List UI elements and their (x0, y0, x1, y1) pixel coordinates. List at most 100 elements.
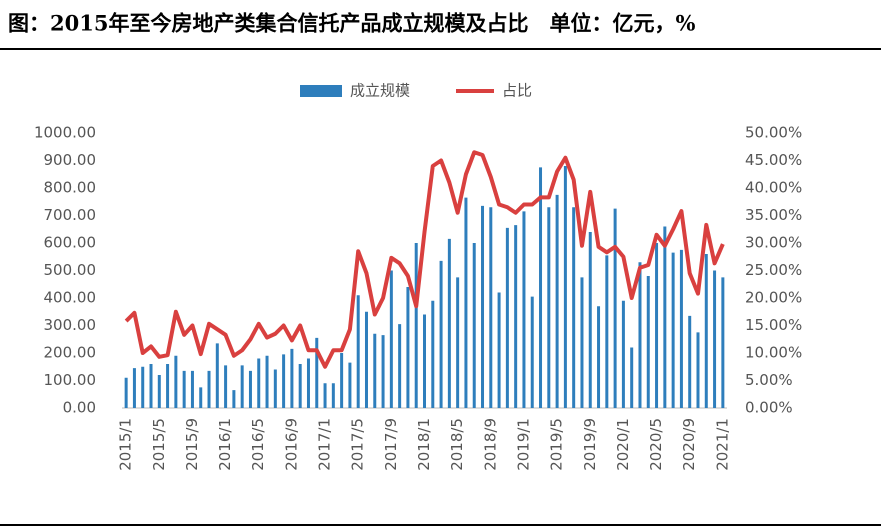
y2-tick-label: 40.00% (745, 179, 802, 197)
bar (481, 205, 485, 408)
y-tick-label: 900.00 (44, 151, 97, 169)
bar (547, 207, 551, 408)
bar (456, 277, 460, 408)
bar (141, 366, 145, 408)
bar (671, 252, 675, 408)
x-tick-label: 2018/5 (448, 418, 466, 471)
bar (663, 226, 667, 408)
x-tick-label: 2017/1 (316, 418, 334, 471)
bar (588, 232, 592, 408)
x-tick-label: 2017/5 (349, 418, 367, 471)
y2-tick-label: 45.00% (745, 151, 802, 169)
x-tick-label: 2020/9 (680, 418, 698, 471)
x-tick-label: 2015/5 (150, 418, 168, 471)
x-tick-label: 2019/9 (581, 418, 599, 471)
bar (522, 211, 526, 408)
bar (224, 365, 228, 408)
bar (174, 355, 178, 408)
bar (572, 207, 576, 408)
bar (315, 337, 319, 408)
bar (257, 358, 261, 408)
bar (124, 377, 128, 408)
bar (273, 369, 277, 408)
bar (472, 243, 476, 408)
bar (713, 270, 717, 408)
bar (157, 375, 161, 408)
legend-label: 占比 (502, 82, 532, 100)
bar (356, 295, 360, 408)
x-tick-label: 2016/9 (282, 418, 300, 471)
bar (149, 364, 153, 408)
y2-tick-label: 25.00% (745, 261, 802, 279)
x-tick-label: 2019/5 (548, 418, 566, 471)
bar (696, 332, 700, 408)
bar (563, 166, 567, 408)
bar (298, 364, 302, 408)
bar (348, 362, 352, 408)
bar (190, 370, 194, 408)
y-tick-label: 1000.00 (34, 124, 96, 142)
bar (240, 365, 244, 408)
chart-title: 图：2015年至今房地产类集合信托产品成立规模及占比 单位：亿元，% (8, 11, 695, 36)
bar (539, 167, 543, 408)
x-tick-label: 2019/1 (514, 418, 532, 471)
bar (605, 255, 609, 408)
y-tick-label: 400.00 (44, 289, 97, 307)
bar (232, 390, 236, 408)
bar (613, 208, 617, 408)
legend-swatch (300, 85, 342, 97)
bar (530, 296, 534, 408)
y-tick-label: 800.00 (44, 179, 97, 197)
bar (215, 343, 219, 408)
legend-label: 成立规模 (350, 82, 410, 100)
bar (688, 315, 692, 408)
bar (655, 243, 659, 408)
x-tick-label: 2017/9 (382, 418, 400, 471)
bar (132, 368, 136, 408)
y-tick-label: 200.00 (44, 344, 97, 362)
bar (447, 238, 451, 408)
x-tick-label: 2016/5 (249, 418, 267, 471)
bar (166, 364, 170, 408)
bar (398, 324, 402, 408)
bar (464, 197, 468, 408)
y2-tick-label: 35.00% (745, 206, 802, 224)
bar (364, 311, 368, 408)
y2-tick-label: 10.00% (745, 344, 802, 362)
bar (306, 358, 310, 408)
x-tick-label: 2016/1 (216, 418, 234, 471)
x-tick-label: 2018/1 (415, 418, 433, 471)
bar (679, 249, 683, 408)
bar (555, 194, 559, 408)
bar (323, 383, 327, 408)
line (124, 150, 725, 369)
bar (439, 260, 443, 408)
bar (331, 383, 335, 408)
x-tick-label: 2015/9 (183, 418, 201, 471)
bar (630, 347, 634, 408)
y2-tick-label: 20.00% (745, 289, 802, 307)
y2-tick-label: 30.00% (745, 234, 802, 252)
y-tick-label: 0.00 (63, 399, 96, 417)
bar (621, 300, 625, 408)
bar (340, 353, 344, 408)
bar (514, 225, 518, 408)
bar (265, 355, 269, 408)
y2-tick-label: 5.00% (745, 371, 793, 389)
bar (497, 292, 501, 408)
y-tick-label: 500.00 (44, 261, 97, 279)
bar (414, 243, 418, 408)
x-tick-label: 2020/5 (647, 418, 665, 471)
bar (381, 335, 385, 408)
bar (580, 277, 584, 408)
y-tick-label: 600.00 (44, 234, 97, 252)
bar (248, 370, 252, 408)
x-tick-label: 2018/9 (481, 418, 499, 471)
y-tick-label: 300.00 (44, 316, 97, 334)
bar (721, 277, 725, 408)
bar (207, 370, 211, 408)
bar (290, 348, 294, 408)
bar (373, 333, 377, 408)
y2-tick-label: 0.00% (745, 399, 793, 417)
bar (182, 370, 186, 408)
